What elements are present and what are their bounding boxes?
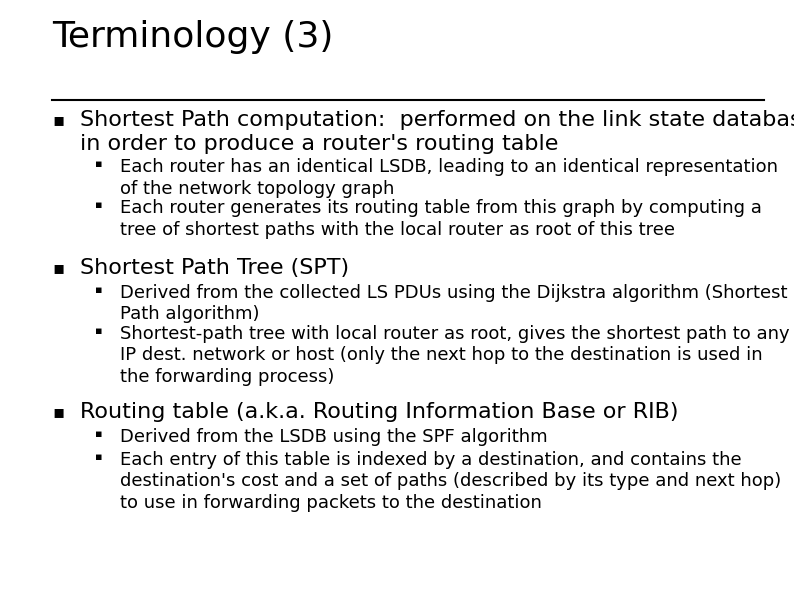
Text: ▪: ▪ (95, 159, 102, 169)
Text: ▪: ▪ (95, 452, 102, 462)
Text: Shortest Path computation:  performed on the link state database
in order to pro: Shortest Path computation: performed on … (80, 110, 794, 154)
Text: Each router generates its routing table from this graph by computing a
tree of s: Each router generates its routing table … (120, 199, 762, 239)
Text: Derived from the LSDB using the SPF algorithm: Derived from the LSDB using the SPF algo… (120, 428, 548, 446)
Text: Derived from the collected LS PDUs using the Dijkstra algorithm (Shortest
Path a: Derived from the collected LS PDUs using… (120, 284, 788, 324)
Text: ▪: ▪ (95, 200, 102, 210)
Text: Each entry of this table is indexed by a destination, and contains the
destinati: Each entry of this table is indexed by a… (120, 451, 781, 512)
Text: ▪: ▪ (52, 403, 64, 421)
Text: Shortest Path Tree (SPT): Shortest Path Tree (SPT) (80, 258, 349, 278)
Text: Routing table (a.k.a. Routing Information Base or RIB): Routing table (a.k.a. Routing Informatio… (80, 402, 679, 422)
Text: ▪: ▪ (52, 111, 64, 129)
Text: Terminology (3): Terminology (3) (52, 20, 333, 54)
Text: ▪: ▪ (95, 285, 102, 295)
Text: ▪: ▪ (95, 326, 102, 336)
Text: ▪: ▪ (52, 259, 64, 277)
Text: Each router has an identical LSDB, leading to an identical representation
of the: Each router has an identical LSDB, leadi… (120, 158, 778, 198)
Text: Shortest-path tree with local router as root, gives the shortest path to any
IP : Shortest-path tree with local router as … (120, 325, 789, 386)
Text: ▪: ▪ (95, 429, 102, 439)
